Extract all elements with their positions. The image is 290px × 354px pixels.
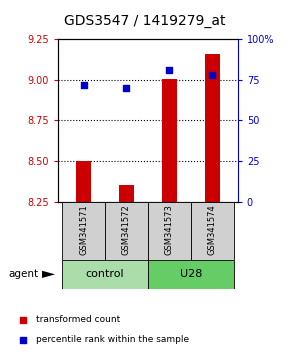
Point — [124, 85, 129, 91]
Polygon shape — [42, 271, 55, 278]
Text: GSM341572: GSM341572 — [122, 205, 131, 255]
Text: GSM341571: GSM341571 — [79, 205, 88, 255]
Bar — [148, 260, 233, 289]
Bar — [62, 202, 105, 260]
Text: agent: agent — [9, 269, 39, 279]
Point — [167, 67, 172, 73]
Point — [245, 48, 249, 54]
Text: GSM341573: GSM341573 — [165, 204, 174, 255]
Bar — [191, 202, 233, 260]
Text: GSM341574: GSM341574 — [208, 205, 217, 255]
Bar — [148, 202, 191, 260]
Text: GDS3547 / 1419279_at: GDS3547 / 1419279_at — [64, 14, 226, 28]
Bar — [62, 260, 148, 289]
Text: percentile rank within the sample: percentile rank within the sample — [36, 335, 189, 344]
Text: U28: U28 — [180, 269, 202, 279]
Point — [210, 72, 214, 78]
Point — [245, 230, 249, 235]
Bar — [105, 202, 148, 260]
Point — [81, 82, 86, 87]
Bar — [76, 161, 91, 202]
Bar — [162, 79, 177, 202]
Text: transformed count: transformed count — [36, 315, 120, 324]
Bar — [119, 185, 134, 202]
Bar — [205, 55, 220, 202]
Text: control: control — [86, 269, 124, 279]
